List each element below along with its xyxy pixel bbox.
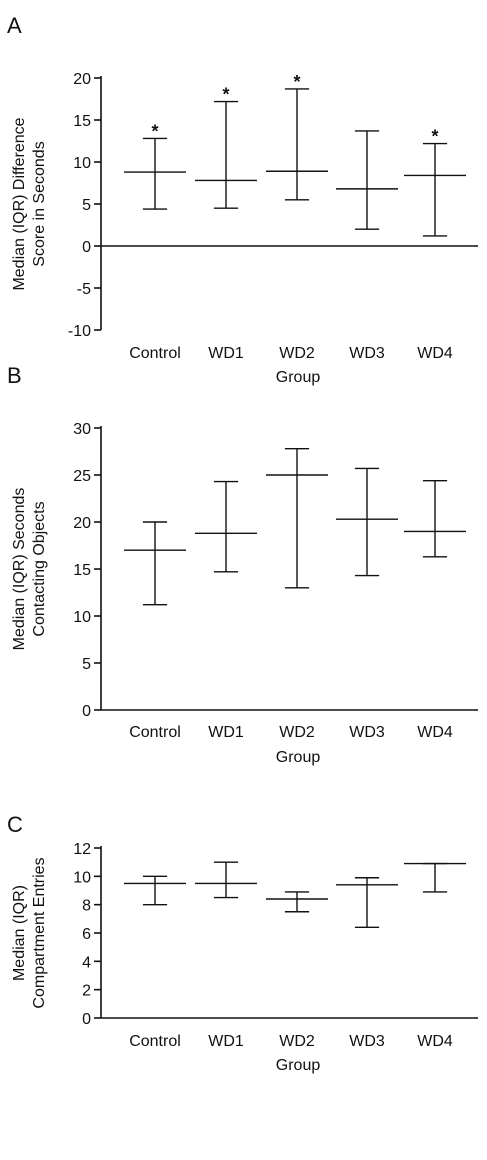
y-tick-label: 10: [73, 609, 91, 626]
category-label: WD3: [349, 345, 385, 362]
y-axis-title-line: Compartment Entries: [31, 857, 48, 1008]
x-axis-title: Group: [276, 1057, 321, 1074]
y-axis-title-line: Median (IQR) Seconds: [11, 488, 28, 651]
y-tick-label: 25: [73, 468, 91, 485]
y-tick-label: 5: [82, 656, 91, 673]
y-tick-label: 30: [73, 421, 91, 438]
y-tick-label: 0: [82, 1011, 91, 1028]
y-axis-title: Median (IQR) Compartment Entries: [11, 857, 48, 1008]
category-label: WD3: [349, 724, 385, 741]
y-axis-title-line: Contacting Objects: [31, 501, 48, 636]
y-tick-label: 20: [73, 71, 91, 88]
y-tick-label: 10: [73, 869, 91, 886]
category-label: WD4: [417, 345, 453, 362]
y-tick-label: 4: [82, 954, 91, 971]
y-tick-label: 2: [82, 983, 91, 1000]
x-axis-title: Group: [276, 369, 321, 386]
y-tick-label: 0: [82, 703, 91, 720]
y-tick-label: -10: [68, 323, 91, 340]
y-tick-label: 8: [82, 898, 91, 915]
significance-star: *: [293, 72, 300, 92]
y-axis-title: Median (IQR) Seconds Contacting Objects: [11, 488, 48, 651]
category-label: WD3: [349, 1033, 385, 1050]
y-tick-label: 15: [73, 562, 91, 579]
significance-star: *: [222, 85, 229, 105]
x-axis-title: Group: [276, 749, 321, 766]
category-label: WD2: [279, 345, 315, 362]
y-tick-label: 0: [82, 239, 91, 256]
significance-star: *: [151, 121, 158, 141]
y-tick-label: 10: [73, 155, 91, 172]
category-label: Control: [129, 724, 181, 741]
y-axis-title-line: Score in Seconds: [31, 141, 48, 266]
category-label: Control: [129, 1033, 181, 1050]
panel-letter: A: [7, 13, 22, 38]
category-label: WD2: [279, 724, 315, 741]
y-tick-label: -5: [77, 281, 91, 298]
y-axis-title-line: Median (IQR) Difference: [11, 117, 28, 290]
panel-letter: C: [7, 812, 23, 837]
category-label: WD2: [279, 1033, 315, 1050]
y-tick-label: 20: [73, 515, 91, 532]
panel-letter: B: [7, 363, 22, 388]
category-label: WD1: [208, 724, 244, 741]
y-tick-label: 6: [82, 926, 91, 943]
category-label: WD1: [208, 345, 244, 362]
y-axis-title-line: Median (IQR): [11, 885, 28, 981]
y-tick-label: 12: [73, 841, 91, 858]
y-tick-label: 5: [82, 197, 91, 214]
y-axis-title: Median (IQR) Difference Score in Seconds: [11, 117, 48, 290]
category-label: WD4: [417, 1033, 453, 1050]
category-label: WD1: [208, 1033, 244, 1050]
category-label: Control: [129, 345, 181, 362]
y-tick-label: 15: [73, 113, 91, 130]
significance-star: *: [431, 127, 438, 147]
category-label: WD4: [417, 724, 453, 741]
